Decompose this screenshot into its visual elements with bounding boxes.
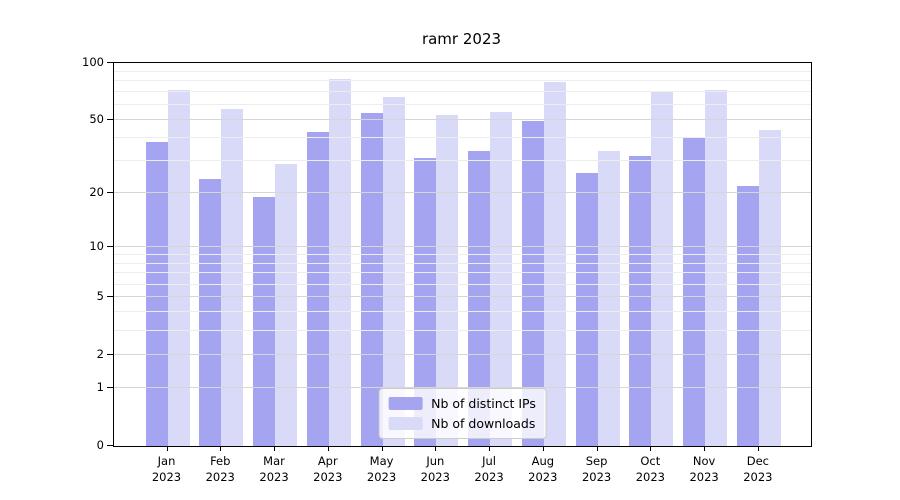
bar-distinct-ips [414, 158, 437, 446]
bar-downloads [651, 92, 674, 446]
bar-downloads [705, 89, 728, 446]
y-tick-mark [107, 296, 113, 298]
x-tick-label: Jun 2023 [420, 454, 450, 484]
x-tick-mark [381, 446, 383, 451]
bar-distinct-ips [683, 137, 706, 446]
y-tick-label: 10 [89, 239, 104, 253]
y-tick-mark [107, 62, 113, 63]
x-tick-label: Aug 2023 [528, 454, 558, 484]
x-tick-mark [274, 446, 276, 451]
y-tick-mark [107, 192, 113, 194]
chart-title: ramr 2023 [421, 30, 502, 48]
legend-swatch-downloads [388, 417, 423, 430]
x-tick-mark [704, 446, 706, 451]
bar-distinct-ips [253, 197, 276, 446]
x-tick-label: Dec 2023 [743, 454, 773, 484]
bar-downloads [221, 109, 244, 446]
x-tick-label: Apr 2023 [313, 454, 343, 484]
x-tick-label: Sep 2023 [581, 454, 612, 484]
legend-label: Nb of downloads [431, 416, 536, 431]
x-tick-mark [435, 446, 437, 451]
x-tick-label: Jul 2023 [474, 454, 504, 484]
y-tick-mark [107, 246, 113, 247]
bar-distinct-ips [199, 178, 222, 446]
x-tick-mark [596, 446, 598, 451]
x-tick-label: Oct 2023 [635, 454, 665, 484]
bar-downloads [167, 89, 190, 446]
x-tick-label: May 2023 [366, 454, 397, 484]
y-tick-label: 1 [96, 380, 104, 395]
x-tick-label: Jan 2023 [151, 454, 182, 484]
y-tick-label: 0 [96, 438, 104, 452]
x-tick-label: Feb 2023 [205, 454, 235, 484]
y-tick-label: 100 [82, 55, 104, 69]
bar-downloads [275, 163, 298, 446]
bar-downloads [436, 114, 459, 446]
bar-downloads [490, 111, 513, 446]
x-tick-mark [220, 446, 222, 451]
bar-downloads [758, 130, 781, 446]
bar-distinct-ips [736, 185, 759, 446]
bars-layer [114, 63, 811, 446]
y-tick-label: 2 [96, 346, 104, 361]
y-tick-label: 20 [89, 185, 104, 200]
bar-distinct-ips [468, 150, 491, 446]
bar-distinct-ips [629, 155, 652, 446]
legend-row: Nb of distinct IPs [388, 396, 536, 411]
bar-downloads [543, 82, 566, 446]
x-axis-labels: Jan 2023 Feb 2023 Mar 2023 Apr 2023 May 2023 Jun 20… [113, 453, 810, 493]
y-tick-mark [107, 118, 113, 120]
x-tick-label: Mar 2023 [259, 454, 289, 484]
y-axis-labels: 100 50 20 10 5 2 1 0 [0, 55, 104, 452]
y-tick-label: 5 [96, 289, 104, 304]
bar-distinct-ips [360, 113, 383, 446]
bar-downloads [382, 97, 405, 446]
x-tick-mark [489, 446, 491, 451]
plot-area: Nb of distinct IPs Nb of downloads [113, 62, 812, 447]
bar-distinct-ips [306, 131, 329, 446]
y-axis-tick-marks [107, 62, 113, 446]
y-tick-mark [107, 387, 113, 389]
x-tick-mark [542, 446, 544, 451]
legend-row: Nb of downloads [388, 416, 536, 431]
y-tick-mark [107, 445, 113, 446]
y-tick-mark [107, 353, 113, 355]
x-tick-label: Nov 2023 [689, 454, 719, 484]
bar-distinct-ips [575, 172, 598, 446]
x-tick-mark [650, 446, 652, 451]
legend: Nb of distinct IPs Nb of downloads [378, 388, 547, 439]
legend-swatch-distinct-ips [388, 397, 423, 410]
bar-downloads [328, 79, 351, 446]
legend-label: Nb of distinct IPs [431, 396, 536, 411]
bar-downloads [597, 150, 620, 446]
bar-distinct-ips [145, 141, 168, 446]
x-tick-mark [327, 446, 329, 451]
x-tick-mark [166, 446, 168, 451]
x-tick-mark [757, 446, 759, 451]
y-tick-label: 50 [89, 111, 104, 126]
x-axis-tick-marks [113, 446, 810, 452]
